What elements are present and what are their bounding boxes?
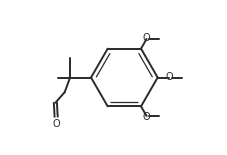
- Text: O: O: [52, 119, 60, 129]
- Text: O: O: [143, 112, 151, 122]
- Text: O: O: [165, 73, 173, 82]
- Text: O: O: [143, 33, 151, 43]
